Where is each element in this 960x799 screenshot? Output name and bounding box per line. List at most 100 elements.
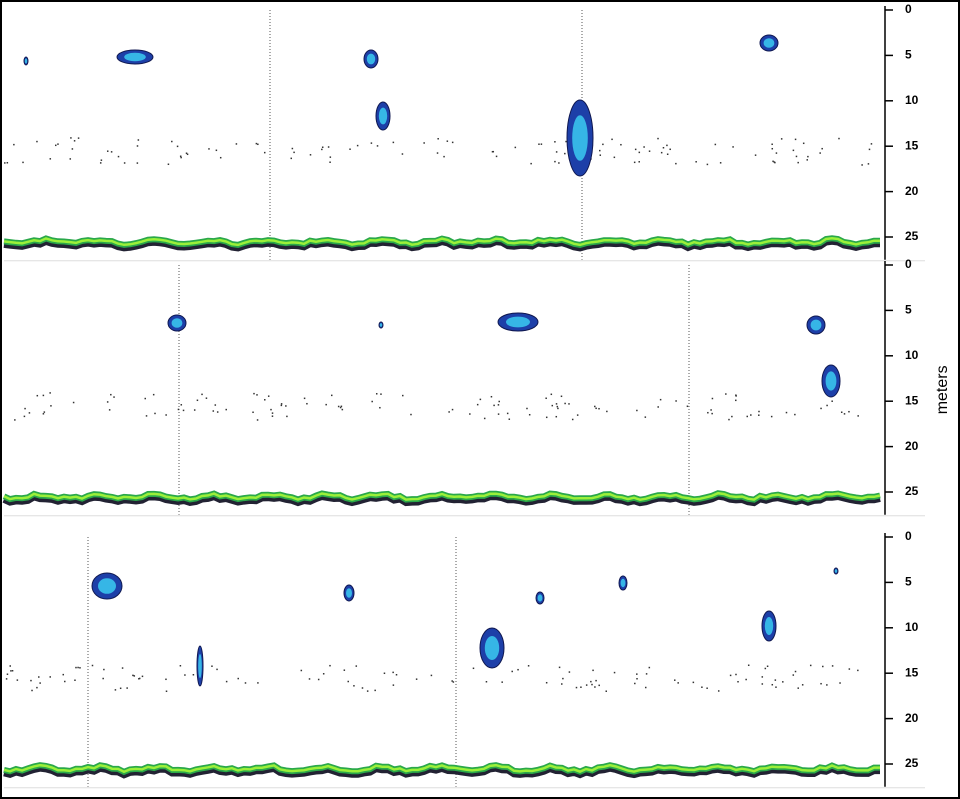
noise [217,411,219,413]
noise [832,665,834,667]
noise [431,675,433,677]
noise [70,137,72,139]
noise [448,411,450,413]
noise [349,148,351,150]
noise [677,682,679,684]
noise [24,416,26,418]
noise [216,669,218,671]
noise [74,140,76,142]
y-tick-label: 20 [905,711,919,725]
noise [9,665,11,667]
noise [447,140,449,142]
noise [735,674,737,676]
noise [362,687,364,689]
noise [706,687,708,689]
noise [321,149,323,151]
noise [410,414,412,416]
noise [594,406,596,408]
noise [594,686,596,688]
noise [423,142,425,144]
noise [569,671,571,673]
noise [55,145,57,147]
noise [786,412,788,414]
noise [206,397,208,399]
noise [73,402,75,404]
noise [660,399,662,401]
noise [793,674,795,676]
noise [357,145,359,147]
noise [750,414,752,416]
noise [257,144,259,146]
school-core [765,617,773,635]
noise [103,669,105,671]
noise [177,146,179,148]
school-core [764,38,775,48]
noise [78,137,80,139]
noise [606,411,608,413]
noise [810,665,812,667]
noise [861,164,863,166]
noise [556,403,558,405]
noise [611,139,613,141]
noise [44,411,46,413]
noise [755,154,757,156]
noise [735,400,737,402]
y-tick-label: 10 [905,348,919,362]
noise [292,148,294,150]
noise [367,690,369,692]
noise [111,151,113,153]
noise [718,690,720,692]
noise [614,157,616,159]
noise [781,138,783,140]
noise [252,412,254,414]
noise [590,681,592,683]
noise [600,154,602,156]
noise [646,673,648,675]
noise [4,162,6,164]
noise [13,144,15,146]
noise [580,686,582,688]
noise [794,414,796,416]
school-core [811,320,822,331]
noise [50,158,52,160]
noise [291,158,293,160]
noise [649,667,651,669]
noise [180,665,182,667]
noise [614,672,616,674]
noise [38,676,40,678]
noise [256,143,258,145]
noise [822,666,824,668]
noise [745,679,747,681]
noise [187,154,189,156]
y-tick-label: 0 [905,529,912,543]
noise [306,403,308,405]
noise [728,419,730,421]
y-tick-label: 5 [905,575,912,589]
noise [564,403,566,405]
noise [710,409,712,411]
noise [857,415,859,417]
noise [869,149,871,151]
noise [194,409,196,411]
noise [557,406,559,408]
noise [342,409,344,411]
noise [493,151,495,153]
school-core [346,588,352,598]
noise [304,398,306,400]
noise [634,162,636,164]
noise [183,410,185,412]
noise [402,153,404,155]
noise [154,413,156,415]
noise [122,667,124,669]
noise [281,405,283,407]
noise [211,665,213,667]
noise [486,681,488,683]
noise [552,405,554,407]
noise [285,405,287,407]
noise [871,143,873,145]
noise [730,675,732,677]
y-tick-label: 20 [905,439,919,453]
noise [765,668,767,670]
y-axis-label: meters [934,365,951,414]
noise [437,138,439,140]
